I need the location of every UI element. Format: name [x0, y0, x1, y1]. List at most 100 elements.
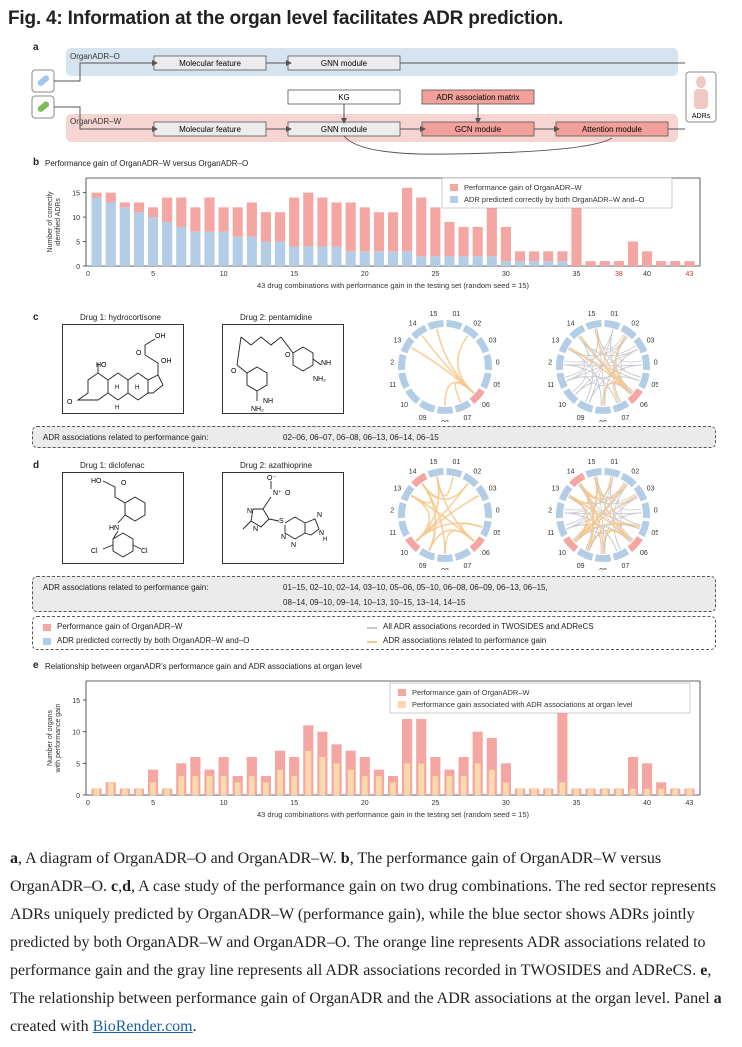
circos-label-01: 01	[453, 311, 461, 318]
bar-gain	[402, 187, 413, 252]
x-tick-label: 43	[686, 800, 694, 807]
circos-sector-15	[585, 320, 602, 330]
circos-label-05: 05	[493, 530, 500, 537]
bar-both	[162, 222, 173, 266]
bar-both	[303, 246, 314, 266]
circos-label-02: 02	[473, 469, 481, 476]
svg-text:O⁻: O⁻	[267, 475, 276, 482]
circos-sector-12	[556, 354, 565, 371]
legend-all-text: All ADR associations recorded in TWOSIDE…	[383, 622, 594, 631]
circos-sector-07	[454, 400, 472, 413]
biorender-link[interactable]: BioRender.com	[92, 1018, 193, 1035]
bar-gain	[416, 197, 427, 257]
bar-organ-assoc	[573, 788, 580, 796]
bar-gain	[105, 192, 116, 203]
drug1-structure-c: O OH O HO OH H H H	[62, 324, 184, 414]
bar-organ-assoc	[276, 769, 284, 796]
bar-organ-assoc	[206, 775, 213, 796]
bar-organ-assoc	[544, 788, 552, 796]
legend-related-line	[367, 641, 377, 643]
bar-organ-assoc	[220, 775, 227, 796]
circos-sector-01	[604, 320, 621, 330]
legend-both-swatch	[43, 638, 51, 645]
bar-organ-assoc	[177, 775, 185, 796]
circos-label-11: 11	[390, 382, 396, 389]
bar-gain	[641, 251, 653, 266]
circos-sector-08	[436, 406, 454, 414]
circos-sector-11	[398, 520, 410, 538]
x-tick-label: 0	[86, 800, 90, 807]
circos-link-related	[428, 529, 475, 551]
bar-gain	[684, 261, 695, 266]
circos-label-07: 07	[621, 415, 629, 422]
circos-sector-10	[563, 388, 579, 405]
bar-gain	[416, 719, 427, 795]
bar-both	[458, 256, 469, 266]
svg-text:N: N	[247, 508, 252, 515]
circos-label-09: 09	[419, 415, 427, 422]
circos-label-13: 13	[393, 338, 401, 345]
circos-label-04: 04	[496, 507, 500, 514]
legend-cd: Performance gain of OrganADR–W ADR predi…	[32, 616, 716, 650]
circos-label-04: 04	[496, 359, 500, 366]
x-tick-label: 40	[643, 271, 651, 278]
bar-gain	[119, 202, 130, 208]
figure-caption: a, A diagram of OrganADR–O and OrganADR–…	[10, 845, 732, 1041]
circos-sector-14	[569, 324, 586, 340]
panel-e-title: Relationship between organADR's performa…	[45, 662, 362, 671]
assoc-box-c: ADR associations related to performance …	[32, 426, 716, 448]
circos-label-09: 09	[577, 415, 585, 422]
bar-gain	[641, 763, 653, 795]
attention-module: Attention module	[582, 125, 643, 134]
circos-link-related	[594, 328, 633, 394]
bar-organ-assoc	[93, 788, 100, 796]
bar-gain	[387, 212, 399, 252]
circos-label-15: 15	[430, 311, 438, 318]
bar-organ-assoc	[474, 763, 481, 796]
circos-label-11: 11	[548, 382, 554, 389]
circos-sector-06	[469, 536, 485, 553]
bar-gain	[303, 192, 314, 247]
circos-sector-12	[398, 354, 407, 371]
svg-text:NH: NH	[321, 360, 331, 367]
legend-swatch	[398, 689, 406, 696]
bar-organ-assoc	[672, 788, 679, 796]
bar-organ-assoc	[460, 775, 467, 796]
svg-text:O: O	[67, 399, 73, 406]
bar-gain	[500, 226, 512, 262]
circos-sector-04	[483, 502, 492, 519]
bar-both	[529, 261, 540, 266]
bar-both	[416, 256, 427, 266]
bar-both	[430, 256, 441, 266]
drug1-label-c: Drug 1: hydrocortisone	[80, 313, 161, 322]
circos-sector-14	[569, 472, 586, 488]
circos-label-05: 05	[493, 382, 500, 389]
x-tick-label: 5	[151, 271, 155, 278]
bar-organ-assoc	[333, 763, 340, 796]
svg-text:O: O	[136, 350, 142, 357]
bar-gain	[670, 261, 681, 266]
circos-label-08: 08	[599, 420, 607, 422]
circos-label-14: 14	[409, 321, 417, 328]
bar-gain	[162, 197, 173, 222]
circos-sector-07	[454, 548, 472, 561]
bar-organ-assoc	[488, 769, 496, 796]
x-tick-label: 40	[643, 800, 651, 807]
bar-both	[204, 231, 215, 266]
circos-sector-13	[558, 336, 573, 354]
drug2-label-c: Drug 2: pentamidine	[240, 313, 313, 322]
circos-link-related	[421, 476, 440, 499]
circos-label-13: 13	[393, 486, 401, 493]
legend-box	[441, 177, 673, 209]
y-axis-label: Number of correctlyidentified ADRs	[47, 191, 62, 253]
circos-sector-13	[400, 484, 415, 502]
circos-label-01: 01	[453, 459, 461, 466]
circos-sector-11	[398, 372, 410, 390]
svg-text:OH: OH	[161, 358, 172, 365]
x-tick-label: 35	[573, 800, 581, 807]
bar-gain	[486, 738, 497, 795]
circos-label-12: 12	[548, 359, 552, 366]
x-tick-label: 15	[290, 271, 298, 278]
bar-organ-assoc	[587, 788, 594, 796]
body-icon	[696, 76, 706, 88]
